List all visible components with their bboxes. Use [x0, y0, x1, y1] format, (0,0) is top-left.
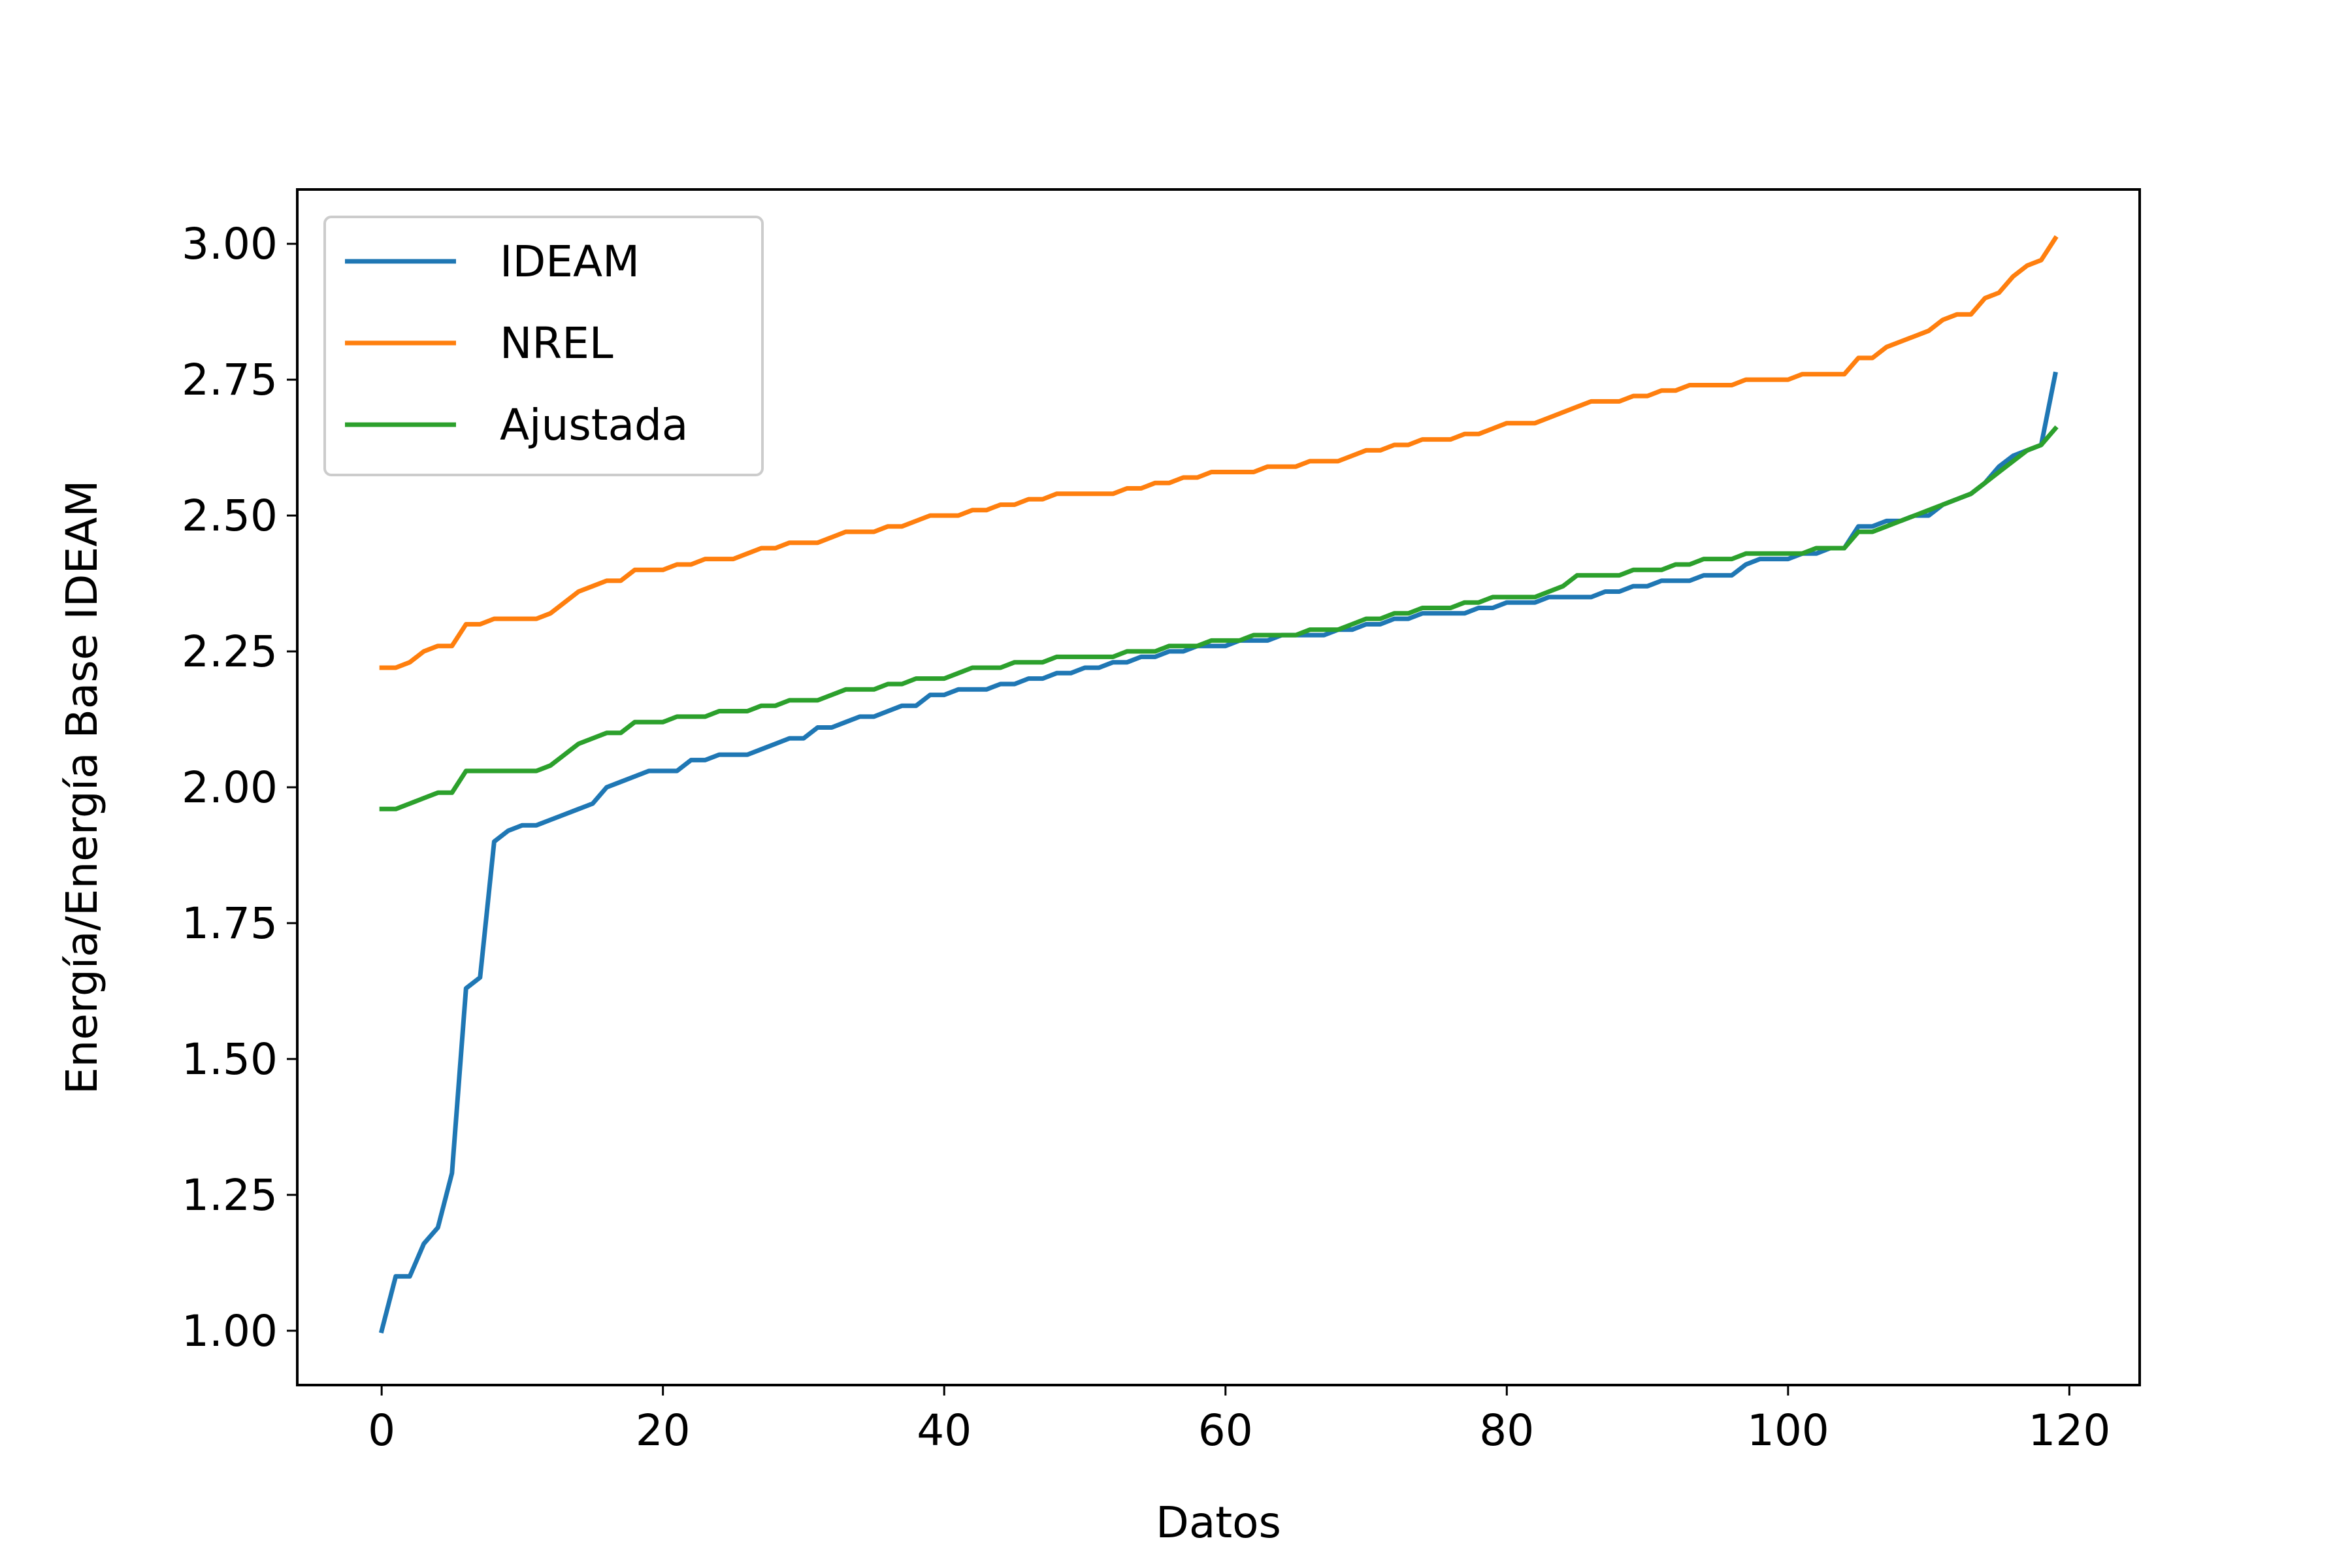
series-line-nrel	[379, 235, 2059, 670]
x-tick-label: 20	[636, 1405, 691, 1456]
legend-label-ajustada: Ajustada	[500, 400, 688, 450]
x-axis: 0 20 40 60 80 100 120	[368, 1385, 2110, 1456]
x-tick-label: 40	[917, 1405, 972, 1456]
x-tick-label: 100	[1747, 1405, 1829, 1456]
x-axis-label: Datos	[1156, 1497, 1281, 1548]
x-tick-label: 60	[1198, 1405, 1253, 1456]
y-tick-label: 1.00	[182, 1306, 278, 1356]
y-tick-label: 2.25	[182, 627, 278, 677]
series-layer	[378, 235, 2059, 1334]
legend: IDEAM NREL Ajustada	[323, 216, 764, 476]
series-line-ajustada	[379, 425, 2059, 811]
y-axis: 1.00 1.25 1.50 1.75 2.00 2.25 2.50 2.75 3.00	[182, 219, 297, 1356]
y-tick-label: 3.00	[182, 219, 278, 269]
x-tick-label: 80	[1479, 1405, 1534, 1456]
y-tick-label: 2.00	[182, 762, 278, 813]
y-tick-label: 1.50	[182, 1034, 278, 1085]
x-tick-label: 120	[2028, 1405, 2110, 1456]
series-line-ideam	[378, 371, 2058, 1334]
legend-label-nrel: NREL	[500, 318, 613, 368]
legend-box	[323, 216, 764, 476]
legend-label-ideam: IDEAM	[500, 237, 640, 287]
x-tick-label: 0	[368, 1405, 395, 1456]
y-axis-label: Energía/Energía Base IDEAM	[57, 480, 107, 1095]
y-tick-label: 1.75	[182, 898, 278, 949]
y-tick-label: 2.50	[182, 491, 278, 541]
y-tick-label: 2.75	[182, 355, 278, 405]
y-tick-label: 1.25	[182, 1170, 278, 1220]
